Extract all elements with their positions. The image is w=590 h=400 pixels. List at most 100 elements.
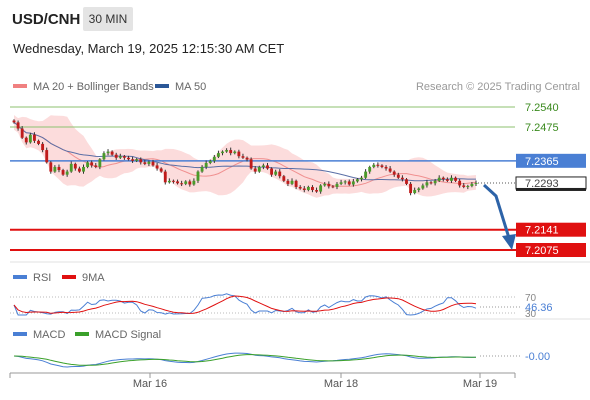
candle-body <box>376 164 380 166</box>
level-label-1: 7.2475 <box>525 122 559 134</box>
candle-body <box>425 182 429 186</box>
candle-body <box>306 186 310 191</box>
candle-body <box>49 162 53 172</box>
candle-body <box>266 165 269 169</box>
candle-body <box>351 181 355 185</box>
candle-body <box>151 161 155 166</box>
candle-body <box>462 185 466 187</box>
candle-body <box>421 185 425 189</box>
candle-body <box>409 183 413 194</box>
candle-body <box>323 183 327 186</box>
candle-body <box>94 165 98 167</box>
legend-label-ma20-bollinger: MA 20 + Bollinger Bands <box>33 81 154 93</box>
candle-body <box>28 134 32 143</box>
candle-body <box>184 181 188 184</box>
legend-label-macd-signal: MACD Signal <box>95 329 161 341</box>
candle-body <box>249 159 253 169</box>
candle-body <box>139 159 143 163</box>
candle-body <box>331 186 335 188</box>
rsi-value-label: 46.36 <box>525 302 553 314</box>
ma50-line <box>13 122 476 182</box>
macd-signal-line <box>13 353 476 366</box>
datetime-label: Wednesday, March 19, 2025 12:15:30 AM CE… <box>13 41 285 56</box>
candle-body <box>12 120 16 123</box>
candle-body <box>110 151 114 155</box>
candle-body <box>335 183 339 187</box>
forecast-arrow <box>482 183 516 250</box>
candle-body <box>278 171 282 177</box>
candle-body <box>327 183 331 187</box>
candle-body <box>343 181 347 183</box>
candle-body <box>131 159 134 161</box>
candle-body <box>245 157 249 160</box>
x-axis: Mar 16 Mar 18 Mar 19 <box>9 373 516 390</box>
legend-swatch-ma20-bollinger <box>13 84 27 88</box>
candle-body <box>356 179 359 182</box>
candle-body <box>364 171 368 178</box>
candle-body <box>319 185 323 192</box>
main-legend: MA 20 + Bollinger Bands MA 50 Research ©… <box>13 81 580 93</box>
forecast-arrow-head <box>502 234 516 250</box>
candle-body <box>221 151 224 154</box>
candle-body <box>298 186 302 189</box>
candle-body <box>286 180 290 184</box>
candle-body <box>188 181 192 185</box>
rsi-9ma-line <box>13 295 477 314</box>
candle-body <box>380 165 384 167</box>
candle-body <box>69 163 73 172</box>
candle-body <box>339 182 343 184</box>
candle-body <box>458 180 462 186</box>
candle-body <box>372 164 376 167</box>
candle-body <box>16 122 20 129</box>
candle-body <box>114 154 118 158</box>
legend-label-9ma: 9MA <box>82 272 105 284</box>
candle-body <box>253 168 257 172</box>
candle-body <box>212 156 216 161</box>
candle-body <box>147 161 151 164</box>
candle-body <box>106 151 110 154</box>
candle-body <box>77 168 81 172</box>
candle-body <box>98 159 102 167</box>
candle-body <box>33 134 36 141</box>
candle-body <box>200 166 204 172</box>
candle-body <box>315 190 318 192</box>
candle-body <box>37 140 40 144</box>
candle-body <box>172 180 175 182</box>
candle-body <box>20 128 24 138</box>
legend-swatch-ma50 <box>155 84 169 88</box>
candle-body <box>143 162 147 164</box>
x-tick-label-mar18: Mar 18 <box>324 378 358 390</box>
legend-label-ma50: MA 50 <box>175 81 206 93</box>
timeframe-button[interactable]: 30 MIN <box>83 7 133 31</box>
candle-body <box>176 181 179 184</box>
candle-body <box>474 182 478 184</box>
level-label-2: 7.2365 <box>525 156 559 168</box>
level-label-0: 7.2540 <box>525 102 559 114</box>
candle-body <box>204 162 208 167</box>
candle-body <box>233 151 237 154</box>
candle-body <box>392 171 396 175</box>
candle-body <box>216 153 220 157</box>
rsi-line <box>13 293 477 316</box>
candle-body <box>470 183 474 187</box>
candle-body <box>270 168 274 175</box>
candle-body <box>122 156 126 158</box>
candle-body <box>102 153 106 160</box>
candle-body <box>441 177 445 180</box>
candle-body <box>384 166 388 169</box>
candle-body <box>413 190 417 194</box>
candle-body <box>24 137 28 143</box>
candle-body <box>450 177 453 181</box>
candle-body <box>90 162 94 166</box>
candle-body <box>368 166 372 172</box>
candle-body <box>41 143 45 151</box>
legend-swatch-rsi <box>13 275 27 279</box>
level-label-3: 7.2293 <box>525 178 559 190</box>
candle-body <box>155 165 159 169</box>
candle-body <box>45 150 49 163</box>
candle-body <box>73 163 77 169</box>
candle-body <box>192 180 196 185</box>
candle-body <box>159 168 163 172</box>
candle-body <box>433 180 437 184</box>
